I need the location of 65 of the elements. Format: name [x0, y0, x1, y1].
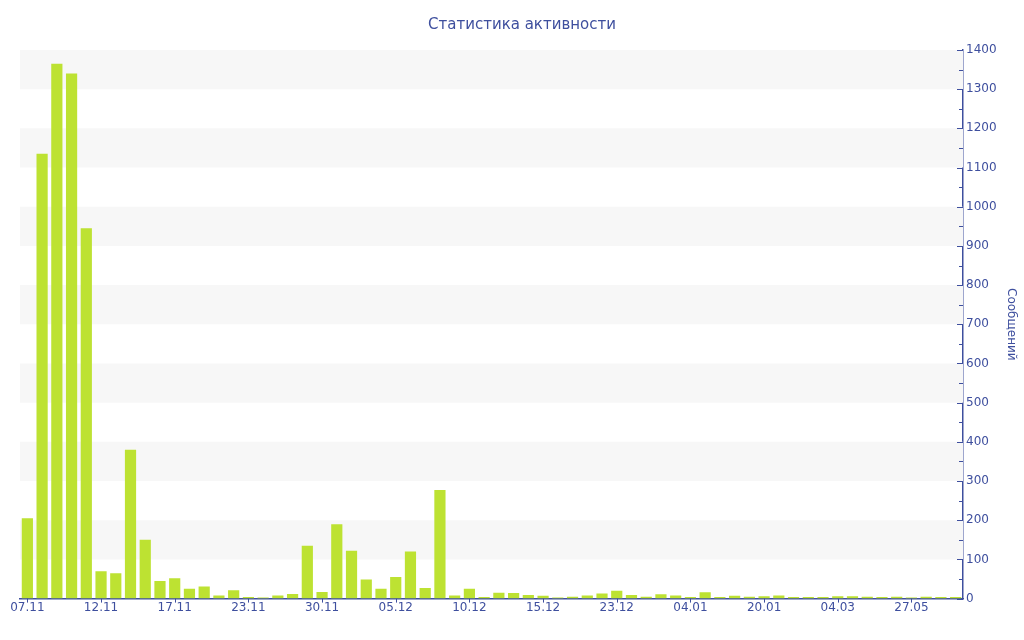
y-tick-label: 1400: [966, 42, 997, 57]
bar: [655, 594, 667, 599]
bar: [110, 573, 122, 599]
bar: [419, 588, 431, 599]
bar: [463, 588, 475, 599]
x-tick-label: 20.01: [746, 599, 782, 614]
x-tick-label: 04.03: [820, 599, 855, 614]
bar: [36, 153, 48, 599]
y-tick-label: 400: [966, 433, 989, 448]
y-tick-label: 800: [966, 277, 989, 292]
bar: [508, 593, 520, 599]
bar: [21, 518, 33, 599]
bar: [375, 588, 387, 599]
bar: [360, 579, 372, 599]
y-tick-label: 900: [966, 238, 989, 253]
bar: [301, 545, 313, 599]
x-tick-label: 23.11: [231, 599, 266, 614]
bar: [51, 63, 63, 599]
bar: [198, 586, 210, 599]
bar: [169, 578, 181, 599]
bar: [670, 595, 682, 599]
chart-title: Статистика активности: [428, 14, 616, 33]
bar: [331, 524, 343, 599]
x-tick-label: 05.12: [378, 599, 413, 614]
y-tick-label: 0: [966, 590, 974, 605]
bar: [434, 490, 446, 599]
x-tick-label: 10.12: [452, 599, 487, 614]
bar: [272, 595, 284, 599]
x-tick-label: 30.11: [304, 599, 340, 614]
bar: [449, 595, 461, 599]
y-tick-label: 1300: [966, 81, 997, 96]
x-tick-label: 27.05: [894, 599, 929, 614]
bar: [139, 539, 151, 599]
y-tick-label: 500: [966, 394, 989, 409]
y-tick-label: 1200: [966, 120, 997, 135]
y-tick-label: 700: [966, 316, 989, 331]
y-tick-label: 1100: [966, 159, 997, 174]
x-tick-label: 15.12: [525, 599, 561, 614]
bar: [581, 595, 593, 599]
bar: [154, 580, 166, 599]
bar: [390, 577, 402, 599]
x-tick-label: 12.11: [83, 599, 119, 614]
x-tick-label: 23.12: [599, 599, 634, 614]
x-tick-label: 04.01: [673, 599, 708, 614]
y-tick-label: 600: [966, 355, 989, 370]
bar: [183, 588, 196, 599]
bar: [213, 595, 225, 599]
bar: [773, 595, 785, 599]
bar: [758, 596, 770, 599]
bar: [80, 228, 92, 599]
x-tick-label: 07.11: [10, 599, 45, 614]
x-tick-label: 17.11: [157, 599, 192, 614]
bar: [228, 590, 240, 599]
bar: [345, 550, 358, 599]
bar: [65, 73, 78, 599]
bar: [316, 591, 328, 599]
y-tick-label: 1000: [966, 198, 997, 213]
bar: [699, 592, 711, 599]
bar: [124, 449, 137, 599]
y-tick-label: 100: [966, 551, 989, 566]
bar: [404, 551, 417, 599]
y-axis-title: Сообщений: [1004, 288, 1019, 361]
y-tick-label: 300: [966, 473, 989, 488]
y-tick-label: 200: [966, 512, 989, 527]
bar: [95, 571, 107, 599]
